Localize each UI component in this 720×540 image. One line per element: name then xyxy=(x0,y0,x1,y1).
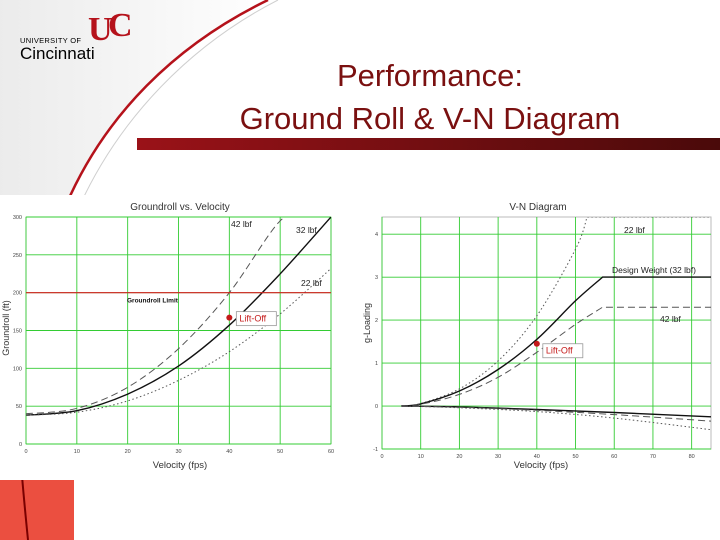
lift-off-label: Lift-Off xyxy=(239,314,266,324)
chart-tick-labels: 0 10 20 30 40 50 60 0 50 100 150 200 250 300 xyxy=(13,215,334,455)
chart-reference-line: Groundroll Limit xyxy=(26,292,331,305)
y-tick-label: 4 xyxy=(375,232,378,238)
university-logo: U C UNIVERSITY OF Cincinnati xyxy=(18,8,143,67)
y-tick-label: -1 xyxy=(373,447,378,453)
chart-xlabel: Velocity (fps) xyxy=(153,460,207,471)
y-tick-label: 250 xyxy=(13,253,22,259)
chart-xlabel: Velocity (fps) xyxy=(514,460,568,471)
y-tick-label: 3 xyxy=(375,275,378,281)
x-tick-label: 50 xyxy=(572,454,578,460)
corner-block-shade xyxy=(0,476,74,540)
x-tick-label: 60 xyxy=(328,449,334,455)
y-tick-label: 0 xyxy=(19,442,22,448)
series-label: Design Weight (32 lbf) xyxy=(612,265,696,275)
y-tick-label: 100 xyxy=(13,366,22,372)
series-line xyxy=(401,405,711,418)
chart-series-labels: 22 lbf Design Weight (32 lbf) 42 lbf xyxy=(612,225,696,324)
groundroll-chart: Groundroll vs. Velocity 0 10 20 30 40 50 60 0 50… xyxy=(0,195,342,480)
chart-series xyxy=(26,217,331,416)
series-label: 22 lbf xyxy=(624,225,645,235)
x-tick-label: 20 xyxy=(456,454,462,460)
y-tick-label: 2 xyxy=(375,318,378,324)
x-tick-label: 40 xyxy=(226,449,232,455)
x-tick-label: 0 xyxy=(380,454,383,460)
x-tick-label: 30 xyxy=(495,454,501,460)
swoosh-curve xyxy=(64,0,269,206)
corner-block xyxy=(0,476,74,540)
x-tick-label: 60 xyxy=(611,454,617,460)
series-line xyxy=(26,217,331,416)
chart-ylabel: Groundroll (ft) xyxy=(1,300,11,356)
y-tick-label: 200 xyxy=(13,291,22,297)
lift-off-label: Lift-Off xyxy=(546,346,573,356)
y-tick-label: 50 xyxy=(16,404,22,410)
series-line xyxy=(26,217,306,415)
slide-title: Performance: Ground Roll & V-N Diagram xyxy=(160,54,700,140)
groundroll-limit-label: Groundroll Limit xyxy=(127,298,179,305)
title-underline-bar xyxy=(137,138,720,150)
logo-cincinnati: Cincinnati xyxy=(20,44,95,63)
chart-marker: Lift-Off xyxy=(533,340,584,359)
lift-off-box xyxy=(235,311,277,327)
svg-text:U: U xyxy=(88,11,113,48)
y-tick-label: 150 xyxy=(13,329,22,335)
svg-text:C: C xyxy=(108,8,133,44)
title-line-2: Ground Roll & V-N Diagram xyxy=(239,101,621,136)
series-line xyxy=(401,306,711,407)
uc-monogram-icon: U C xyxy=(88,8,133,48)
x-tick-label: 80 xyxy=(689,454,695,460)
x-tick-label: 50 xyxy=(277,449,283,455)
logo-university-of: UNIVERSITY OF xyxy=(20,36,82,45)
x-tick-label: 30 xyxy=(175,449,181,455)
series-label: 22 lbf xyxy=(301,278,322,288)
series-label: 42 lbf xyxy=(660,314,681,324)
lift-off-point xyxy=(226,314,233,321)
series-line xyxy=(401,405,711,422)
series-line xyxy=(401,217,711,407)
lift-off-box xyxy=(542,343,584,359)
y-tick-label: 1 xyxy=(375,361,378,367)
chart-title: V-N Diagram xyxy=(509,202,566,213)
x-tick-label: 20 xyxy=(125,449,131,455)
y-tick-label: 0 xyxy=(375,404,378,410)
chart-title: Groundroll vs. Velocity xyxy=(130,202,230,213)
chart-marker: Lift-Off xyxy=(226,311,277,327)
title-line-1: Performance: xyxy=(336,58,524,93)
x-tick-label: 40 xyxy=(534,454,540,460)
x-tick-label: 0 xyxy=(24,449,27,455)
corner-curve xyxy=(21,475,29,540)
chart-series xyxy=(401,217,711,431)
y-tick-label: 300 xyxy=(13,215,22,221)
x-tick-label: 10 xyxy=(74,449,80,455)
lift-off-point xyxy=(533,340,540,347)
series-label: 32 lbf xyxy=(296,225,317,235)
swoosh-curve-thin xyxy=(79,0,279,206)
x-tick-label: 10 xyxy=(418,454,424,460)
chart-series-labels: 42 lbf 32 lbf 22 lbf xyxy=(231,219,322,288)
series-label: 42 lbf xyxy=(231,219,252,229)
x-tick-label: 70 xyxy=(650,454,656,460)
series-line xyxy=(401,276,711,407)
chart-ylabel: g-Loading xyxy=(362,303,372,343)
swoosh-shade xyxy=(0,0,270,200)
chart-background xyxy=(0,195,342,480)
